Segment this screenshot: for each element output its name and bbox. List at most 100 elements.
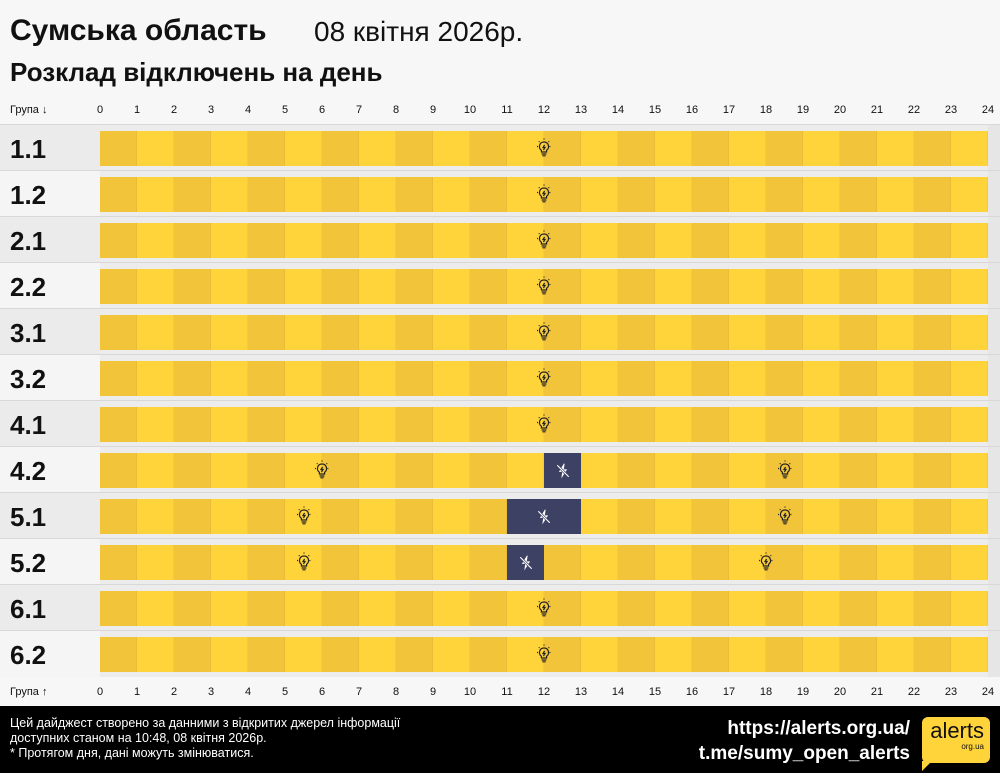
hour-cell	[877, 545, 914, 580]
hour-cell	[248, 131, 285, 166]
hour-cell	[396, 407, 433, 442]
hour-cell	[470, 177, 507, 212]
links: https://alerts.org.ua/ t.me/sumy_open_al…	[699, 716, 910, 766]
hour-cell	[211, 407, 248, 442]
row-end	[988, 217, 1000, 263]
hour-cell	[470, 499, 507, 534]
hour-cell	[951, 269, 988, 304]
hour-cell	[951, 407, 988, 442]
hour-cell	[322, 361, 359, 396]
hour-cell	[729, 223, 766, 258]
hour-cell	[174, 223, 211, 258]
group-label: 1.1	[0, 125, 100, 171]
hour-cell	[655, 545, 692, 580]
hour-cell	[692, 177, 729, 212]
hour-cell	[137, 591, 174, 626]
hour-cell	[618, 131, 655, 166]
hour-cell	[100, 637, 137, 672]
page-title: Сумська область	[10, 14, 267, 47]
hour-cell	[766, 131, 803, 166]
hour-cell	[729, 315, 766, 350]
row-end	[988, 171, 1000, 217]
lightbulb-icon	[311, 459, 333, 481]
hour-cell	[396, 177, 433, 212]
hour-cell	[396, 315, 433, 350]
hour-tick: 0	[96, 686, 104, 698]
hour-tick: 22	[907, 104, 921, 116]
hour-cell	[137, 453, 174, 488]
hour-cell	[137, 177, 174, 212]
hour-tick: 2	[170, 104, 178, 116]
footer: Цей дайджест створено за данними з відкр…	[0, 706, 1000, 773]
hour-cell	[655, 407, 692, 442]
hour-cell	[803, 453, 840, 488]
hour-cell	[359, 637, 396, 672]
hour-tick: 6	[318, 686, 326, 698]
hour-cell	[174, 131, 211, 166]
hour-cell	[655, 591, 692, 626]
hour-cell	[137, 269, 174, 304]
hour-cell	[692, 545, 729, 580]
hour-cell	[581, 591, 618, 626]
hour-cell	[285, 131, 322, 166]
hour-cell	[618, 591, 655, 626]
hour-tick: 16	[685, 686, 699, 698]
hour-cell	[951, 361, 988, 396]
hour-cell	[544, 177, 581, 212]
hour-axis-bottom: Група ↑ 0 1 2 3 4 5 6 7 8 9 10 11 12 13 14 15 16 17 18 19 20…	[0, 683, 1000, 703]
hour-cell	[100, 453, 137, 488]
hour-cell	[840, 637, 877, 672]
hour-cell	[507, 361, 544, 396]
timeline-track	[100, 171, 988, 217]
lightbulb-icon	[774, 505, 796, 527]
hour-cell	[433, 545, 470, 580]
hour-cell	[914, 637, 951, 672]
timeline-track	[100, 539, 988, 585]
disclaimer-line: * Протягом дня, дані можуть змінюватися.	[10, 746, 254, 760]
hour-cell	[100, 177, 137, 212]
hour-cell	[174, 591, 211, 626]
hour-cell	[877, 269, 914, 304]
hour-tick: 14	[611, 686, 625, 698]
hour-cell	[248, 177, 285, 212]
hour-cell	[692, 453, 729, 488]
hour-cell	[507, 177, 544, 212]
hour-cell	[507, 315, 544, 350]
website-link[interactable]: https://alerts.org.ua/	[727, 718, 910, 739]
group-row: 5.1	[0, 492, 1000, 539]
hour-tick: 19	[796, 686, 810, 698]
hour-cell	[359, 361, 396, 396]
hour-cell	[692, 315, 729, 350]
hour-cell	[877, 591, 914, 626]
hour-tick: 14	[611, 104, 625, 116]
hour-cell	[729, 591, 766, 626]
telegram-link[interactable]: t.me/sumy_open_alerts	[698, 743, 910, 764]
row-end	[988, 309, 1000, 355]
lightbulb-icon	[533, 229, 555, 251]
hour-cell	[581, 637, 618, 672]
hour-cell	[285, 223, 322, 258]
hour-cell	[581, 545, 618, 580]
hour-tick: 17	[722, 104, 736, 116]
hour-cell	[396, 545, 433, 580]
disclaimer: Цей дайджест створено за данними з відкр…	[10, 716, 400, 761]
hour-tick: 12	[537, 104, 551, 116]
timeline-track	[100, 125, 988, 171]
hour-cell	[470, 361, 507, 396]
hour-cell	[433, 177, 470, 212]
hour-cell	[951, 499, 988, 534]
hour-cell	[100, 223, 137, 258]
hour-cell	[581, 499, 618, 534]
hour-cell	[470, 269, 507, 304]
hour-cell	[840, 453, 877, 488]
hour-tick: 0	[96, 104, 104, 116]
hour-cell	[877, 453, 914, 488]
hour-cell	[692, 131, 729, 166]
hour-cell	[137, 637, 174, 672]
group-row: 1.2	[0, 170, 1000, 217]
hour-tick: 11	[501, 104, 513, 116]
hour-cell	[470, 545, 507, 580]
schedule-grid: 1.1 1.2 2.1 2.2 3.1 3.2 4.1 4.2 5.1 5.2 6.1 6.2	[0, 124, 1000, 677]
hour-tick: 10	[463, 104, 477, 116]
group-row: 5.2	[0, 538, 1000, 585]
